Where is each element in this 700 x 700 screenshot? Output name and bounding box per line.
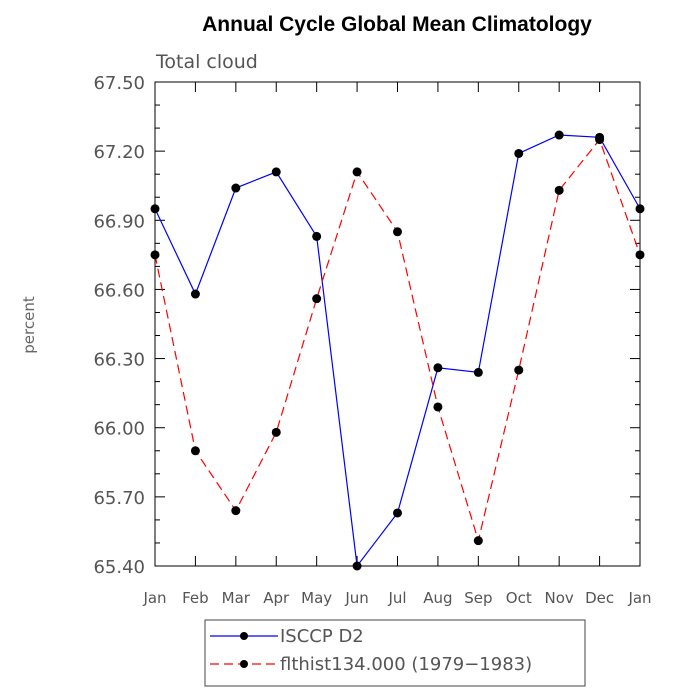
- data-point: [271, 427, 281, 437]
- y-tick-label: 65.70: [93, 488, 145, 509]
- series-lines: [154, 134, 641, 568]
- x-tick-labels: Jan Feb Mar Apr May Jun Jul Aug Sep Oct Nov Dec Jan: [142, 589, 651, 607]
- y-tick-label: 66.90: [93, 211, 145, 232]
- data-point: [554, 185, 564, 195]
- series-markers: [150, 130, 645, 571]
- data-point: [433, 363, 443, 373]
- data-point: [190, 446, 200, 456]
- data-point: [514, 148, 524, 158]
- plot-frame: [154, 81, 641, 567]
- x-tick-label: Jan: [627, 589, 651, 607]
- legend-box: [204, 619, 586, 687]
- y-tick-label: 66.60: [93, 280, 145, 301]
- data-point: [271, 167, 281, 177]
- y-tick-label: 67.50: [93, 73, 145, 94]
- x-tick-label: Feb: [182, 589, 209, 607]
- x-tick-label: Oct: [506, 589, 532, 607]
- data-point: [231, 183, 241, 193]
- x-tick-label: Mar: [222, 589, 251, 607]
- data-point: [352, 167, 362, 177]
- data-point: [190, 289, 200, 299]
- series-line-0: [154, 134, 641, 568]
- x-tick-label: Sep: [464, 589, 492, 607]
- data-point: [473, 536, 483, 546]
- y-tick-label: 66.30: [93, 350, 145, 371]
- x-tick-label: Dec: [585, 589, 614, 607]
- axis-ticks: [154, 81, 641, 567]
- data-point: [393, 508, 402, 518]
- data-point: [595, 135, 605, 145]
- data-point: [473, 367, 483, 377]
- y-tick-labels: 65.40 65.70 66.00 66.30 66.60 66.90 67.20 67.50: [93, 73, 145, 578]
- data-point: [312, 294, 322, 304]
- data-point: [433, 402, 443, 412]
- x-tick-label: Jan: [142, 589, 166, 607]
- legend-marker-isccp: [240, 632, 248, 640]
- chart-subtitle: Total cloud: [155, 51, 258, 73]
- series-line-1: [154, 138, 641, 543]
- legend-marker-flthist: [240, 660, 248, 668]
- x-tick-label: Apr: [263, 589, 290, 607]
- x-tick-label: Jul: [387, 589, 406, 607]
- y-axis-label: percent: [20, 296, 38, 354]
- legend-label-isccp: ISCCP D2: [280, 626, 364, 647]
- legend-label-flthist: flthist134.000 (1979−1983): [280, 654, 532, 675]
- data-point: [554, 130, 564, 140]
- x-tick-label: Jun: [344, 589, 368, 607]
- data-point: [312, 231, 322, 241]
- x-tick-label: May: [301, 589, 332, 607]
- legend: ISCCP D2 flthist134.000 (1979−1983): [204, 619, 586, 687]
- y-tick-label: 67.20: [93, 142, 145, 163]
- x-tick-label: Nov: [545, 589, 574, 607]
- data-point: [231, 506, 241, 516]
- x-tick-label: Aug: [423, 589, 452, 607]
- y-tick-label: 65.40: [93, 557, 145, 578]
- data-point: [393, 227, 402, 237]
- y-tick-label: 66.00: [93, 419, 145, 440]
- data-point: [514, 365, 524, 375]
- chart-title: Annual Cycle Global Mean Climatology: [202, 13, 592, 36]
